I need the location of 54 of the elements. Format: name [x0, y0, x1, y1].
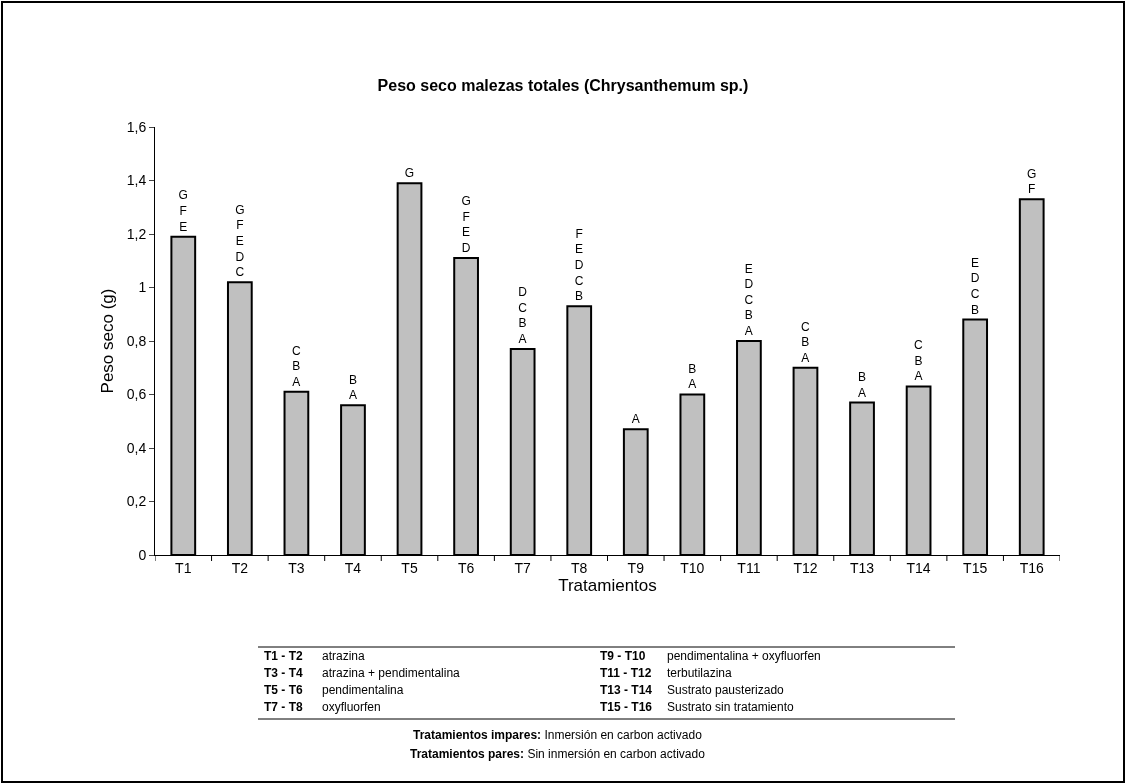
- text: T3 - T4 atrazina + pendimentalina: [264, 666, 460, 680]
- data-label: E D C B A: [744, 261, 754, 338]
- x-tick-label: T11: [737, 559, 761, 576]
- x-tick-label: T5: [401, 559, 418, 576]
- x-tick-label: T16: [1019, 559, 1044, 576]
- data-label: C B A: [291, 343, 301, 389]
- x-tick-label: T1: [175, 559, 192, 576]
- x-tick-label: T6: [457, 559, 475, 576]
- y-tick-label: 0,8: [126, 332, 147, 349]
- text: T7 - T8 oxyfluorfen: [264, 700, 381, 714]
- y-axis-title: Peso seco (g): [98, 288, 118, 394]
- chart-title: Peso seco malezas totales (Chrysanthemum sp.): [377, 76, 749, 94]
- x-tick-label: T9: [627, 559, 645, 576]
- x-tick-label: T14: [906, 559, 931, 576]
- x-tick-label: T15: [963, 559, 988, 576]
- x-tick-label: T8: [571, 559, 588, 576]
- x-tick-label: T3: [288, 559, 305, 576]
- y-tick-label: 1,4: [126, 172, 147, 189]
- y-tick-label: 0,4: [126, 439, 147, 456]
- data-label: C B A: [800, 319, 810, 365]
- y-tick-label: 0,2: [126, 493, 147, 510]
- data-label: E D C B: [970, 255, 980, 317]
- text: Tratamientos impares: Inmersión en carbon activado: [413, 728, 703, 742]
- x-axis-title: Tratamientos: [558, 576, 657, 596]
- text: T15 - T16 Sustrato sin tratamiento: [600, 700, 794, 714]
- data-label: G F E D: [461, 194, 471, 256]
- data-label: G F: [1027, 166, 1037, 197]
- x-tick-label: T13: [849, 559, 875, 576]
- data-label: D C B A: [518, 285, 528, 347]
- data-label: B A: [688, 361, 697, 392]
- text: Tratamientos pares: Sin inmersión en carbon activado: [410, 747, 706, 761]
- y-tick-label: 1,6: [126, 118, 147, 135]
- x-tick-label: T10: [680, 559, 705, 576]
- y-tick-label: 0: [138, 546, 147, 563]
- data-label: C B A: [914, 338, 924, 384]
- y-tick-label: 1,2: [126, 225, 147, 242]
- y-tick-label: 1: [138, 279, 147, 296]
- text: T13 - T14 Sustrato pausterizado: [600, 683, 784, 697]
- data-label: G F E D C: [235, 202, 245, 280]
- data-label: A: [631, 412, 640, 427]
- x-tick-label: T7: [514, 559, 532, 576]
- text: T5 - T6 pendimentalina: [264, 683, 404, 697]
- data-label: G F E: [178, 188, 188, 234]
- data-label: B A: [858, 369, 867, 400]
- text: T11 - T12 terbutilazina: [600, 666, 732, 680]
- text: T9 - T10 pendimentalina + oxyfluorfen: [600, 649, 821, 663]
- x-tick-label: T2: [231, 559, 249, 576]
- data-label: F E D C B: [574, 226, 584, 304]
- x-tick-label: T4: [344, 559, 362, 576]
- x-tick-label: T12: [793, 559, 818, 576]
- data-label: G: [404, 166, 415, 181]
- data-label: B A: [348, 372, 357, 403]
- y-tick-label: 0,6: [126, 386, 147, 403]
- text: T1 - T2 atrazina: [264, 649, 365, 663]
